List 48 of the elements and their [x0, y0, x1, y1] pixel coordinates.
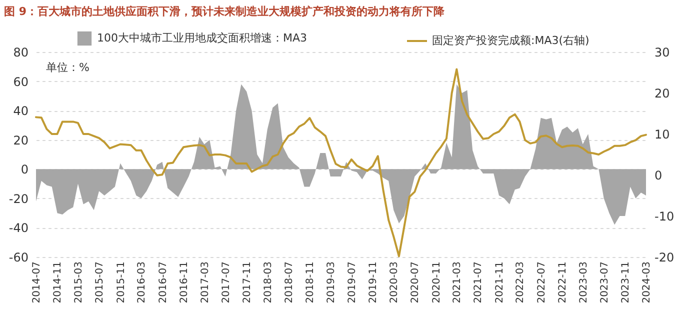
x-tick-label: 2017-03 — [200, 262, 211, 304]
y2-tick-label: 20 — [654, 86, 670, 100]
x-tick-label: 2022-03 — [515, 262, 526, 304]
x-tick-label: 2019-07 — [346, 262, 358, 304]
x-tick-label: 2020-03 — [389, 262, 400, 304]
x-tick-label: 2019-03 — [326, 262, 337, 304]
y-tick-label: 80 — [13, 46, 28, 60]
y2-tick-label: -20 — [654, 250, 674, 264]
y-tick-label: 60 — [13, 74, 28, 89]
y-tick-label: 0 — [20, 162, 28, 177]
x-tick-label: 2018-03 — [262, 262, 274, 304]
x-tick-label: 2021-07 — [473, 262, 484, 304]
x-tick-label: 2016-07 — [158, 262, 169, 304]
x-tick-label: 2022-07 — [536, 262, 548, 304]
y-tick-label: 40 — [13, 104, 28, 118]
annotation: 单位：% — [46, 61, 90, 74]
x-tick-label: 2014-11 — [52, 262, 64, 304]
x-tick-label: 2018-11 — [305, 262, 316, 304]
x-tick-label: 2017-07 — [220, 262, 232, 304]
x-tick-label: 2018-07 — [284, 262, 295, 304]
y2-tick-label: 0 — [654, 168, 662, 182]
y2-tick-label: -10 — [654, 210, 674, 224]
legend-label: 100大中城市工业用地成交面积增速：MA3 — [97, 32, 308, 44]
x-tick-label: 2020-11 — [431, 262, 442, 304]
x-tick-label: 2023-03 — [578, 262, 590, 304]
x-tick-label: 2017-11 — [242, 262, 254, 304]
x-tick-label: 2015-11 — [116, 262, 127, 304]
x-tick-label: 2021-11 — [494, 262, 506, 304]
x-tick-label: 2022-11 — [558, 262, 569, 304]
x-tick-label: 2014-07 — [32, 262, 42, 304]
y-tick-label: 20 — [13, 133, 28, 148]
y-tick-label: -60 — [8, 250, 28, 264]
y-tick-label: -40 — [8, 221, 28, 236]
y2-tick-label: 30 — [654, 46, 670, 60]
x-tick-label: 2023-11 — [620, 262, 632, 304]
x-tick-label: 2021-03 — [452, 262, 464, 304]
legend-label: 固定资产投资完成额:MA3(右轴) — [432, 34, 590, 47]
x-tick-label: 2015-03 — [73, 262, 84, 304]
chart-title: 图 9：百大城市的土地供应面积下滑，预计未来制造业大规模扩产和投资的动力将有所下降 — [4, 5, 446, 18]
x-tick-label: 2024-03 — [642, 262, 652, 304]
x-tick-label: 2016-11 — [179, 262, 190, 304]
x-tick-label: 2023-07 — [599, 262, 610, 304]
x-tick-label: 2016-03 — [136, 262, 148, 304]
x-tick-label: 2020-07 — [410, 262, 422, 304]
x-tick-label: 2019-11 — [368, 262, 380, 304]
y2-tick-label: 10 — [654, 128, 670, 142]
y-tick-label: -20 — [8, 192, 28, 206]
x-tick-label: 2015-07 — [94, 262, 106, 304]
